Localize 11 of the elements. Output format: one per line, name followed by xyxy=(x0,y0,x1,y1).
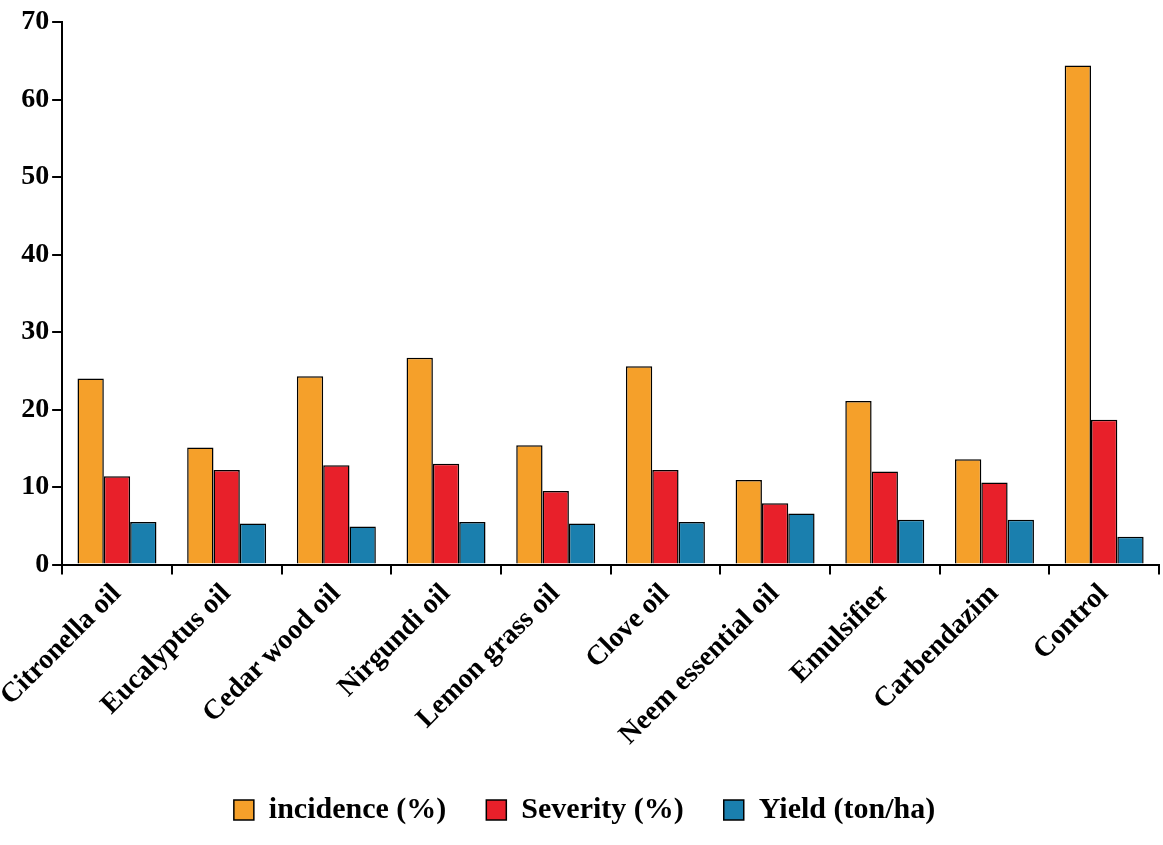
y-tick-label: 10 xyxy=(21,469,50,501)
y-tick-label: 60 xyxy=(21,81,50,113)
legend-label: Severity (%) xyxy=(521,790,684,825)
y-tick-label: 70 xyxy=(21,4,50,36)
y-tick-label: 30 xyxy=(21,314,50,346)
y-tick-label: 50 xyxy=(21,159,50,191)
legend-label: incidence (%) xyxy=(268,790,447,825)
y-tick-label: 0 xyxy=(35,546,50,578)
y-tick-label: 20 xyxy=(21,391,50,423)
y-tick-label: 40 xyxy=(21,236,50,268)
legend-label: Yield (ton/ha) xyxy=(758,790,936,825)
